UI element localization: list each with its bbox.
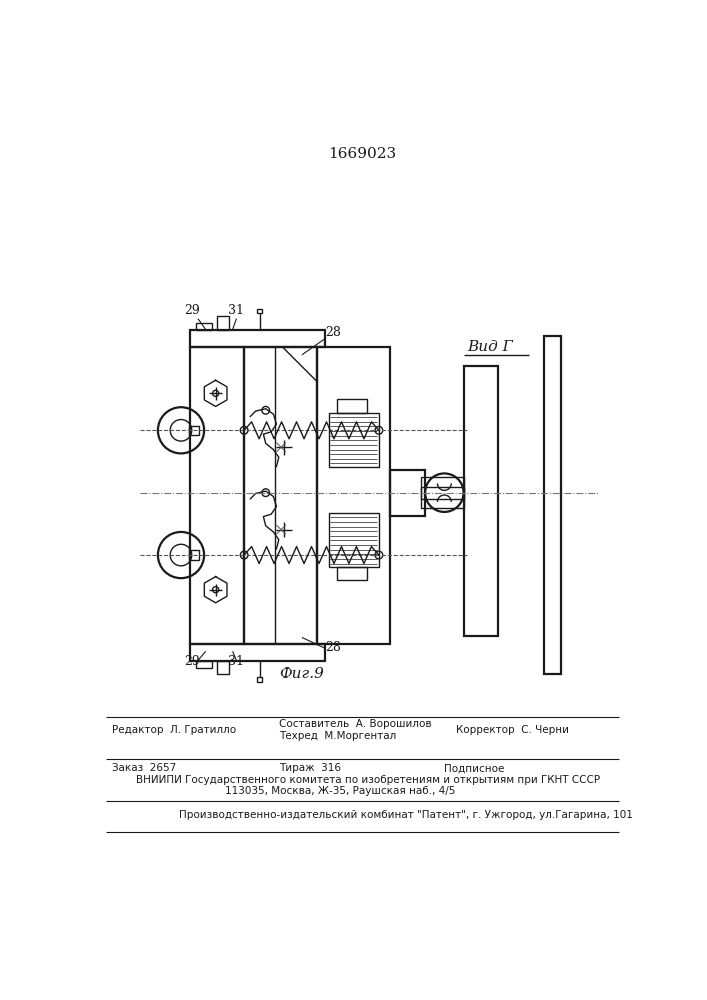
Bar: [257, 309, 262, 313]
Bar: [544, 336, 561, 674]
Bar: [317, 347, 390, 644]
Text: Тираж  316: Тираж 316: [279, 763, 341, 773]
Bar: [329, 413, 379, 466]
Text: Фиг.9: Фиг.9: [279, 667, 325, 681]
Text: 29: 29: [185, 304, 200, 317]
Bar: [337, 399, 368, 413]
Text: Подписное: Подписное: [444, 763, 505, 773]
Text: 113035, Москва, Ж-35, Раушская наб., 4/5: 113035, Москва, Ж-35, Раушская наб., 4/5: [225, 786, 455, 796]
Text: Техред  М.Моргентал: Техред М.Моргентал: [279, 731, 396, 741]
Bar: [337, 567, 368, 580]
Text: Вид Г: Вид Г: [467, 340, 513, 354]
Text: 31: 31: [228, 655, 245, 668]
Bar: [390, 470, 425, 516]
Bar: [217, 316, 229, 330]
Text: Редактор  Л. Гратилло: Редактор Л. Гратилло: [112, 725, 236, 735]
Bar: [217, 661, 229, 674]
Bar: [421, 477, 464, 508]
Bar: [189, 426, 199, 435]
Text: Корректор  С. Черни: Корректор С. Черни: [456, 725, 569, 735]
Text: 31: 31: [228, 304, 245, 317]
Bar: [190, 330, 325, 347]
Text: 28: 28: [325, 641, 341, 654]
Text: ВНИИПИ Государственного комитета по изобретениям и открытиям при ГКНТ СССР: ВНИИПИ Государственного комитета по изоб…: [136, 775, 600, 785]
Bar: [257, 677, 262, 682]
Bar: [190, 347, 244, 644]
Bar: [421, 487, 464, 499]
Bar: [329, 513, 379, 567]
Bar: [197, 323, 212, 330]
Text: Заказ  2657: Заказ 2657: [112, 763, 176, 773]
Text: Составитель  А. Ворошилов: Составитель А. Ворошилов: [279, 719, 431, 729]
Bar: [464, 366, 498, 636]
Text: Производственно-издательский комбинат "Патент", г. Ужгород, ул.Гагарина, 101: Производственно-издательский комбинат "П…: [179, 810, 633, 820]
Text: 29: 29: [185, 655, 200, 668]
Bar: [189, 550, 199, 560]
Bar: [197, 661, 212, 668]
Bar: [244, 347, 317, 644]
Bar: [190, 644, 325, 661]
Text: 1669023: 1669023: [328, 147, 396, 161]
Text: 28: 28: [325, 326, 341, 339]
